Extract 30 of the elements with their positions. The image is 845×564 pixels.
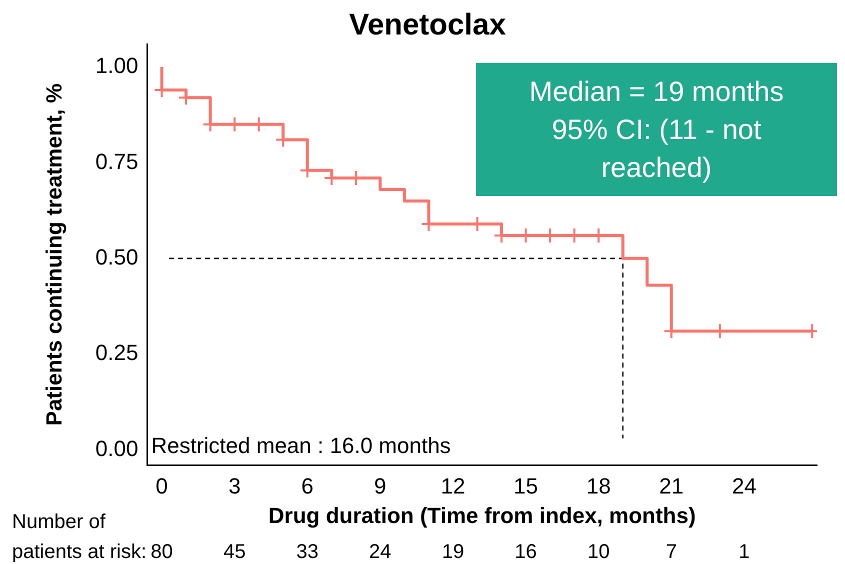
text: Number of patients at risk: bbox=[12, 511, 147, 563]
y-tick-label: 0.75 bbox=[95, 148, 138, 174]
x-tick-label: 3 bbox=[228, 473, 241, 498]
text: 80 bbox=[150, 541, 173, 563]
text: 1 bbox=[738, 541, 750, 563]
text: 10 bbox=[587, 541, 610, 563]
text: 24 bbox=[369, 541, 392, 563]
annotation: Median = 19 months 95% CI: (11 - not reached) bbox=[528, 75, 785, 185]
text: 7 bbox=[666, 541, 677, 563]
text: 33 bbox=[296, 541, 319, 563]
x-tick-label: 6 bbox=[301, 473, 314, 498]
text: 16 bbox=[514, 541, 537, 563]
x-tick-label: 21 bbox=[659, 473, 684, 498]
text: 19 bbox=[442, 541, 464, 563]
x-axis-title: Drug duration (Time from index, months) bbox=[268, 502, 696, 528]
y-tick-label: 0.00 bbox=[95, 436, 138, 461]
text: 45 bbox=[223, 541, 246, 563]
y-axis-title: Patients continuing treatment, % bbox=[41, 83, 66, 426]
x-tick-label: 18 bbox=[586, 473, 611, 498]
chart-title: Venetoclax bbox=[349, 8, 506, 42]
x-tick-label: 0 bbox=[156, 473, 168, 498]
x-tick-label: 9 bbox=[374, 473, 386, 498]
y-tick-label: 0.50 bbox=[95, 244, 138, 270]
x-tick-label: 15 bbox=[514, 473, 538, 498]
y-tick-label: 0.25 bbox=[95, 340, 138, 366]
x-tick-label: 12 bbox=[440, 473, 466, 498]
y-tick-label: 1.00 bbox=[95, 53, 138, 78]
callout-box: Median = 19 months 95% CI: (11 - not reached) bbox=[476, 63, 837, 196]
x-tick-label: 24 bbox=[732, 473, 756, 498]
annotation: Restricted mean : 16.0 months bbox=[151, 433, 451, 458]
